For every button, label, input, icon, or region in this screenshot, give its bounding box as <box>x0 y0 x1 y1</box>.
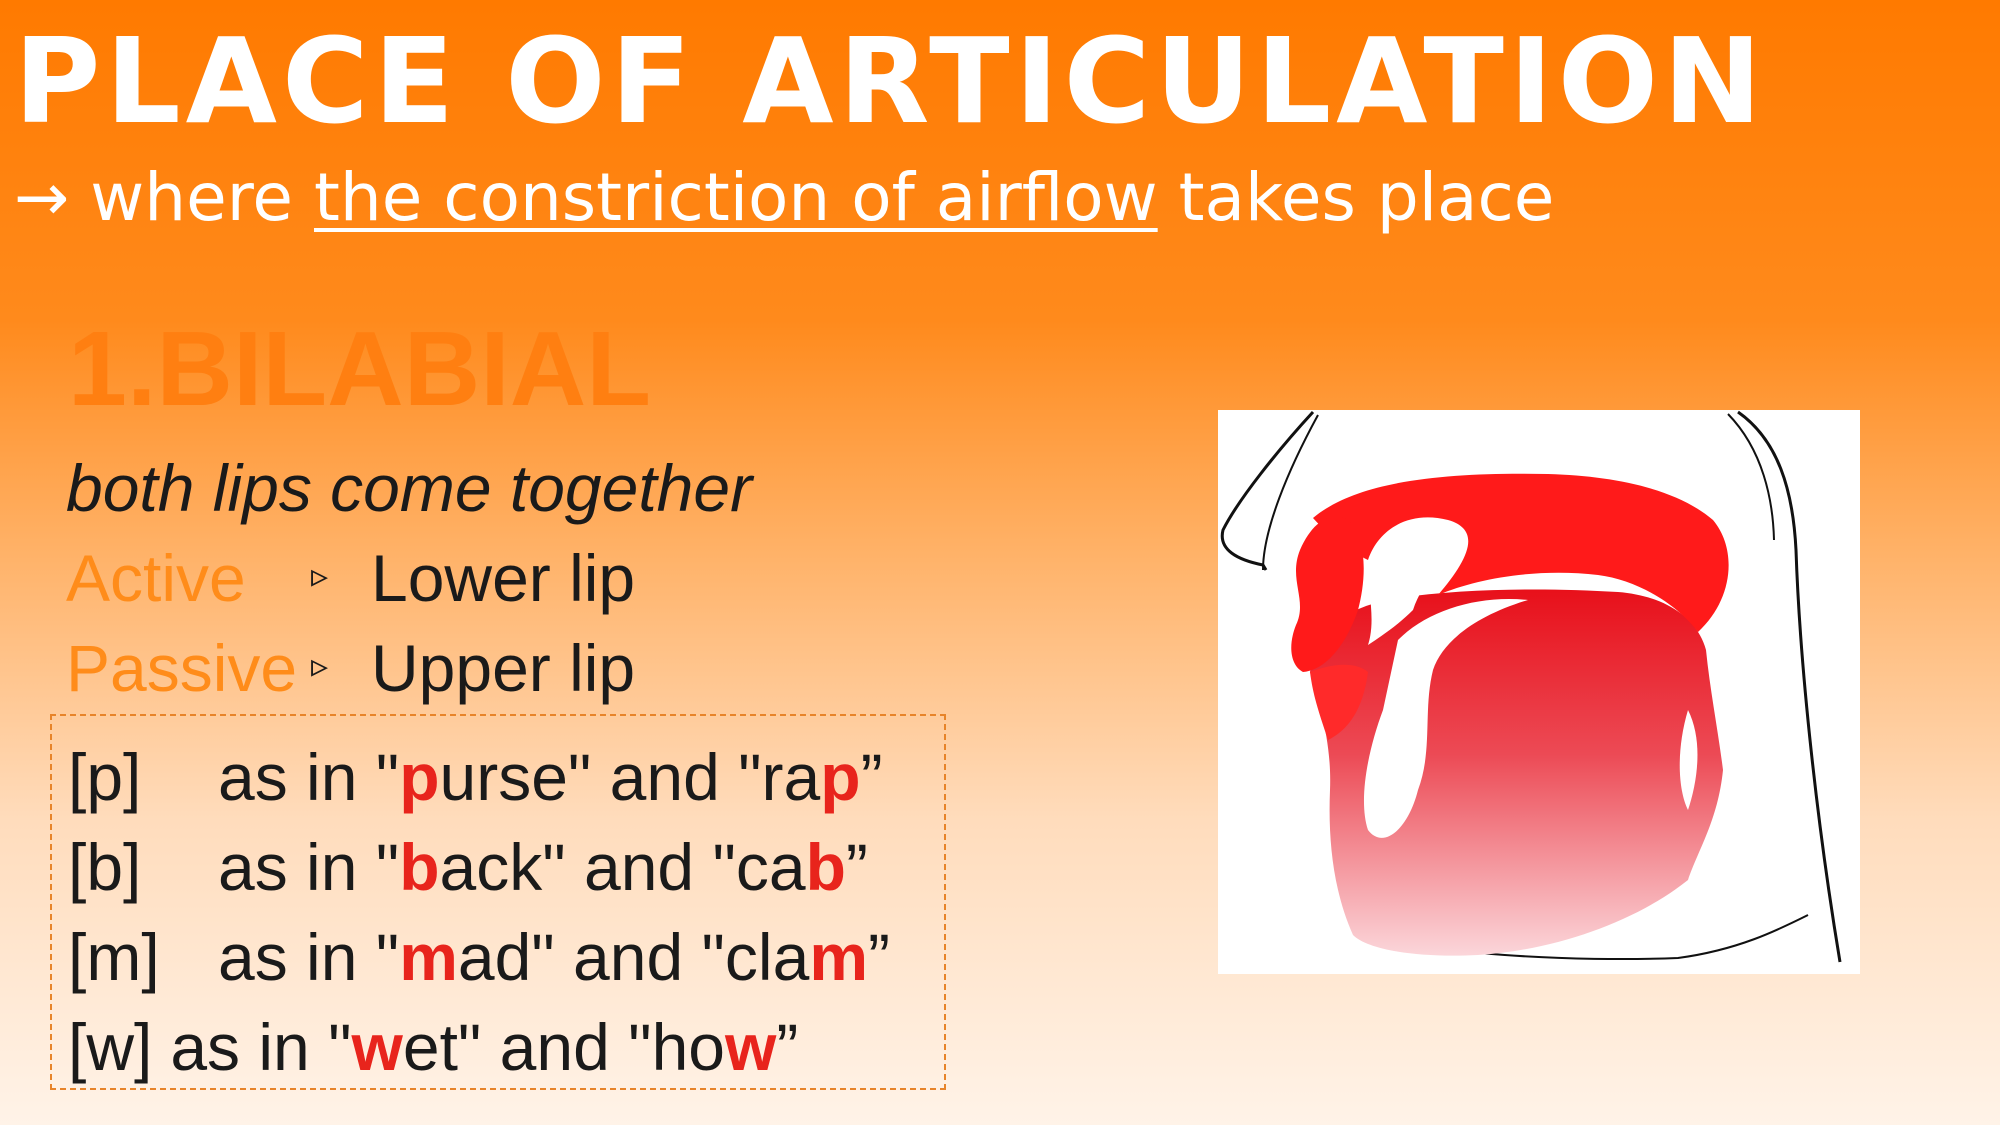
example-text: ad" and "cla <box>457 920 810 994</box>
subtitle-pre: where <box>90 159 294 236</box>
triangle-bullet-icon: ▹ <box>311 646 329 685</box>
example-highlight: p <box>820 740 861 814</box>
example-highlight: b <box>805 830 846 904</box>
example-highlight: m <box>399 920 458 994</box>
example-row: [p] as in "purse" and "rap” <box>68 744 883 810</box>
slide-title: PLACE OF ARTICULATION <box>14 12 1767 150</box>
section-heading: 1.BILABIAL <box>68 310 651 428</box>
passive-value: Upper lip <box>371 631 636 705</box>
example-text: as in " <box>218 740 400 814</box>
active-value: Lower lip <box>371 541 636 615</box>
example-row: [w] as in "wet" and "how” <box>68 1014 798 1080</box>
vocal-tract-bilabial-icon <box>1220 410 1842 963</box>
passive-articulator-row: Passive ▹ Upper lip <box>66 635 635 701</box>
definition-text: both lips come together <box>66 451 753 525</box>
example-symbol: [w] <box>68 1010 153 1084</box>
example-row: [b] as in "back" and "cab” <box>68 834 868 900</box>
active-articulator-row: Active ▹ Lower lip <box>66 545 635 611</box>
example-text: ” <box>860 740 883 814</box>
example-text: as in " <box>170 1010 352 1084</box>
examples-box: [p] as in "purse" and "rap” [b] as in "bac… <box>50 714 946 1090</box>
example-text: as in " <box>218 830 400 904</box>
example-highlight: p <box>399 740 440 814</box>
example-symbol: [m] <box>68 920 160 994</box>
example-highlight: m <box>809 920 868 994</box>
example-symbol: [b] <box>68 830 142 904</box>
subtitle-arrow: → <box>14 159 70 236</box>
subtitle-post: takes place <box>1178 159 1555 236</box>
example-text: et" and "ho <box>402 1010 725 1084</box>
example-text: urse" and "ra <box>439 740 821 814</box>
example-row: [m] as in "mad" and "clam” <box>68 924 890 990</box>
example-text: as in " <box>218 920 400 994</box>
triangle-bullet-icon: ▹ <box>311 556 329 595</box>
example-text: ” <box>868 920 890 994</box>
passive-label: Passive <box>66 631 298 705</box>
example-highlight: w <box>351 1010 403 1084</box>
slide-subtitle: → where the constriction of airflow take… <box>14 165 1554 231</box>
vocal-tract-diagram <box>1218 410 1860 974</box>
subtitle-underlined: the constriction of airflow <box>314 159 1158 236</box>
active-label: Active <box>66 541 246 615</box>
example-highlight: w <box>724 1010 777 1084</box>
example-highlight: b <box>399 830 440 904</box>
example-text: ” <box>776 1010 799 1084</box>
example-symbol: [p] <box>68 740 142 814</box>
example-text: ack" and "ca <box>439 830 806 904</box>
example-text: ” <box>845 830 868 904</box>
